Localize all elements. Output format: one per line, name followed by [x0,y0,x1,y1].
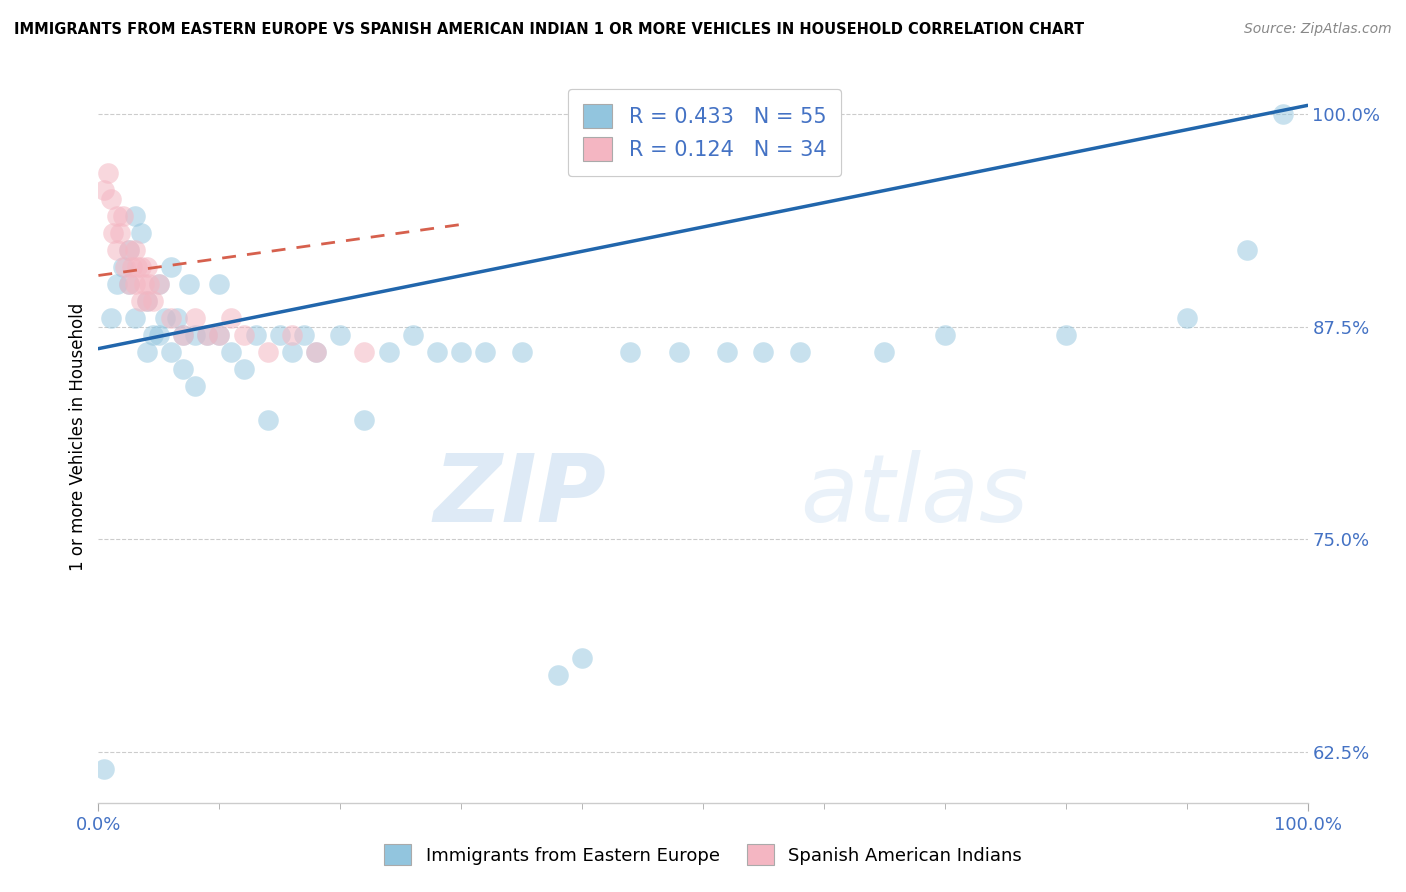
Point [108,226,131,240]
Point [221,311,243,326]
Point [148,328,170,343]
Point [353,345,375,359]
Point [101,226,124,240]
Point [97,166,120,180]
Point [353,413,375,427]
Point [105,243,128,257]
Point [402,328,425,343]
Point [232,362,254,376]
Point [172,362,194,376]
Point [377,345,399,359]
Point [148,277,170,291]
Point [160,311,183,326]
Point [127,260,149,274]
Text: Source: ZipAtlas.com: Source: ZipAtlas.com [1244,22,1392,37]
Point [1175,311,1198,326]
Point [93,183,115,197]
Point [124,311,146,326]
Point [124,243,146,257]
Point [1236,243,1258,257]
Point [100,192,122,206]
Point [668,345,690,359]
Point [114,260,136,274]
Text: ZIP: ZIP [433,450,606,541]
Point [121,260,143,274]
Text: IMMIGRANTS FROM EASTERN EUROPE VS SPANISH AMERICAN INDIAN 1 OR MORE VEHICLES IN : IMMIGRANTS FROM EASTERN EUROPE VS SPANIS… [14,22,1084,37]
Point [619,345,641,359]
Point [329,328,352,343]
Point [105,277,128,291]
Point [474,345,496,359]
Point [105,209,128,223]
Point [129,226,152,240]
Point [305,345,328,359]
Point [100,311,122,326]
Point [195,328,218,343]
Point [510,345,533,359]
Point [184,311,207,326]
Text: atlas: atlas [800,450,1028,541]
Point [752,345,775,359]
Point [426,345,449,359]
Point [450,345,472,359]
Point [153,311,176,326]
Point [547,668,569,682]
Point [208,328,231,343]
Y-axis label: 1 or more Vehicles in Household: 1 or more Vehicles in Household [69,303,87,571]
Point [305,345,328,359]
Point [208,277,231,291]
Point [789,345,811,359]
Point [111,260,134,274]
Point [221,345,243,359]
Point [179,277,201,291]
Point [124,277,146,291]
Point [208,328,231,343]
Legend: Immigrants from Eastern Europe, Spanish American Indians: Immigrants from Eastern Europe, Spanish … [375,835,1031,874]
Point [111,209,134,223]
Point [256,413,278,427]
Point [135,293,157,308]
Point [172,328,194,343]
Point [934,328,956,343]
Point [118,277,141,291]
Point [118,243,141,257]
Point [118,243,141,257]
Point [184,379,207,393]
Point [245,328,267,343]
Point [135,260,157,274]
Point [232,328,254,343]
Point [124,209,146,223]
Point [281,328,304,343]
Point [129,293,152,308]
Point [138,277,160,291]
Point [160,345,183,359]
Point [129,260,152,274]
Point [134,277,156,291]
Point [142,328,165,343]
Point [118,277,141,291]
Point [1272,107,1295,121]
Point [135,345,157,359]
Point [142,293,165,308]
Point [172,328,194,343]
Point [184,328,207,343]
Point [160,260,183,274]
Point [148,277,170,291]
Point [195,328,218,343]
Point [166,311,188,326]
Point [281,345,304,359]
Point [135,293,157,308]
Point [873,345,896,359]
Legend: R = 0.433   N = 55, R = 0.124   N = 34: R = 0.433 N = 55, R = 0.124 N = 34 [568,89,841,176]
Point [1054,328,1077,343]
Point [571,651,593,665]
Point [269,328,291,343]
Point [256,345,278,359]
Point [93,762,115,776]
Point [292,328,315,343]
Point [716,345,738,359]
